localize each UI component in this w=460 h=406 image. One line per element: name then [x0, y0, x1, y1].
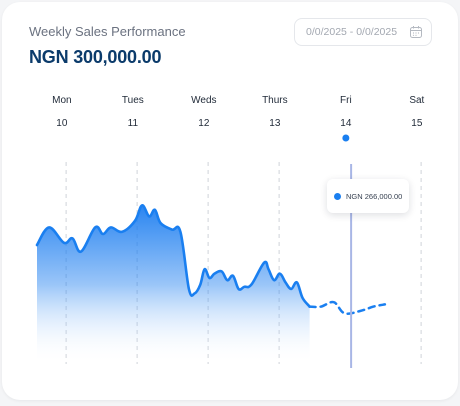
- sales-chart: Mon 10 Tues 11 Weds 12 Thurs 13 Fri 14 Sat 15: [35, 95, 425, 368]
- value-tooltip: NGN 266,000.00: [327, 179, 409, 213]
- sales-line: [35, 204, 311, 308]
- tooltip-series-dot: [334, 192, 341, 200]
- day-number-sat: 15: [411, 118, 423, 129]
- weekly-sales-card: Weekly Sales Performance NGN 300,000.00 …: [2, 2, 458, 400]
- day-label-thurs[interactable]: Thurs: [262, 95, 288, 106]
- day-label-sat[interactable]: Sat: [409, 95, 424, 106]
- tooltip-value: NGN 266,000.00: [346, 191, 403, 201]
- card-title: Weekly Sales Performance: [29, 24, 186, 39]
- day-label-mon[interactable]: Mon: [52, 95, 71, 106]
- day-number-weds: 12: [198, 118, 210, 129]
- day-label-fri[interactable]: Fri: [340, 95, 352, 106]
- date-range-value: 0/0/2025 - 0/0/2025: [306, 26, 398, 38]
- day-label-weds[interactable]: Weds: [191, 95, 216, 106]
- date-range-picker[interactable]: 0/0/2025 - 0/0/2025: [294, 18, 432, 46]
- sales-area-fill: [37, 205, 310, 364]
- day-number-tues: 11: [128, 118, 139, 129]
- day-number-fri: 14: [340, 118, 352, 129]
- sales-line-projected: [308, 300, 387, 315]
- selected-day-dot: [342, 134, 350, 142]
- calendar-icon: [410, 26, 422, 38]
- day-number-mon: 10: [56, 118, 68, 129]
- day-label-tues[interactable]: Tues: [122, 95, 144, 106]
- total-sales-value: NGN 300,000.00: [29, 47, 162, 67]
- day-number-thurs: 13: [269, 118, 281, 129]
